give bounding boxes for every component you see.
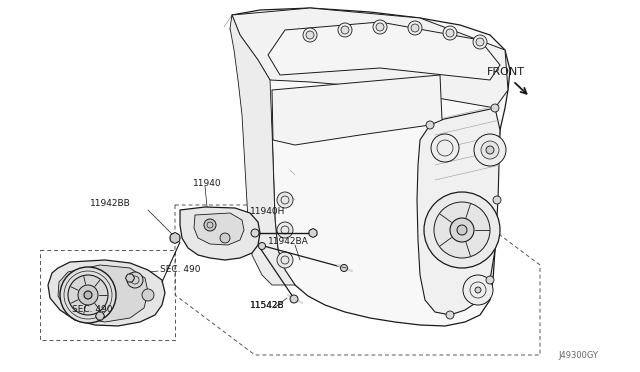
Circle shape [306, 31, 314, 39]
Text: FRONT: FRONT [487, 67, 525, 77]
Circle shape [450, 218, 474, 242]
Circle shape [142, 289, 154, 301]
Polygon shape [194, 213, 244, 245]
Circle shape [303, 28, 317, 42]
Circle shape [475, 287, 481, 293]
Circle shape [426, 121, 434, 129]
Polygon shape [232, 8, 510, 326]
Circle shape [340, 264, 348, 272]
Circle shape [373, 20, 387, 34]
Circle shape [170, 233, 180, 243]
Polygon shape [48, 260, 165, 326]
Circle shape [220, 233, 230, 243]
Polygon shape [230, 15, 295, 285]
Polygon shape [95, 312, 104, 320]
Polygon shape [125, 274, 134, 282]
Text: 11942BA: 11942BA [268, 237, 308, 246]
Circle shape [96, 312, 104, 320]
Circle shape [434, 202, 490, 258]
Circle shape [463, 275, 493, 305]
Circle shape [84, 291, 92, 299]
Circle shape [259, 243, 266, 250]
Circle shape [251, 229, 259, 237]
Circle shape [60, 267, 116, 323]
Circle shape [68, 275, 108, 315]
Circle shape [486, 276, 494, 284]
Circle shape [338, 23, 352, 37]
Circle shape [204, 219, 216, 231]
Polygon shape [272, 75, 442, 145]
Circle shape [408, 21, 422, 35]
Polygon shape [417, 108, 500, 315]
Circle shape [277, 252, 293, 268]
Circle shape [476, 38, 484, 46]
Circle shape [431, 134, 459, 162]
Polygon shape [58, 265, 148, 322]
Circle shape [277, 192, 293, 208]
Polygon shape [309, 228, 317, 237]
Circle shape [473, 35, 487, 49]
Circle shape [78, 285, 98, 305]
Text: 11942BB: 11942BB [90, 199, 131, 208]
Circle shape [457, 225, 467, 235]
Circle shape [126, 274, 134, 282]
Circle shape [411, 24, 419, 32]
Text: 11940: 11940 [193, 179, 221, 187]
Polygon shape [180, 207, 260, 260]
Circle shape [309, 229, 317, 237]
Text: SEC. 490: SEC. 490 [72, 305, 113, 314]
Circle shape [277, 222, 293, 238]
Polygon shape [268, 22, 500, 80]
Circle shape [491, 104, 499, 112]
Circle shape [486, 146, 494, 154]
Polygon shape [232, 8, 508, 108]
Circle shape [173, 235, 177, 241]
Polygon shape [170, 232, 180, 244]
Text: SEC. 490: SEC. 490 [160, 266, 200, 275]
Circle shape [474, 134, 506, 166]
Circle shape [481, 141, 499, 159]
Circle shape [446, 311, 454, 319]
Circle shape [424, 192, 500, 268]
Text: J49300GY: J49300GY [558, 350, 598, 359]
Circle shape [341, 26, 349, 34]
Circle shape [446, 29, 454, 37]
Circle shape [376, 23, 384, 31]
Text: 11542B: 11542B [250, 301, 285, 310]
Circle shape [127, 272, 143, 288]
Circle shape [493, 196, 501, 204]
Text: 11542B: 11542B [250, 301, 285, 310]
Circle shape [443, 26, 457, 40]
Circle shape [290, 295, 298, 303]
Text: 11940H: 11940H [250, 206, 285, 215]
